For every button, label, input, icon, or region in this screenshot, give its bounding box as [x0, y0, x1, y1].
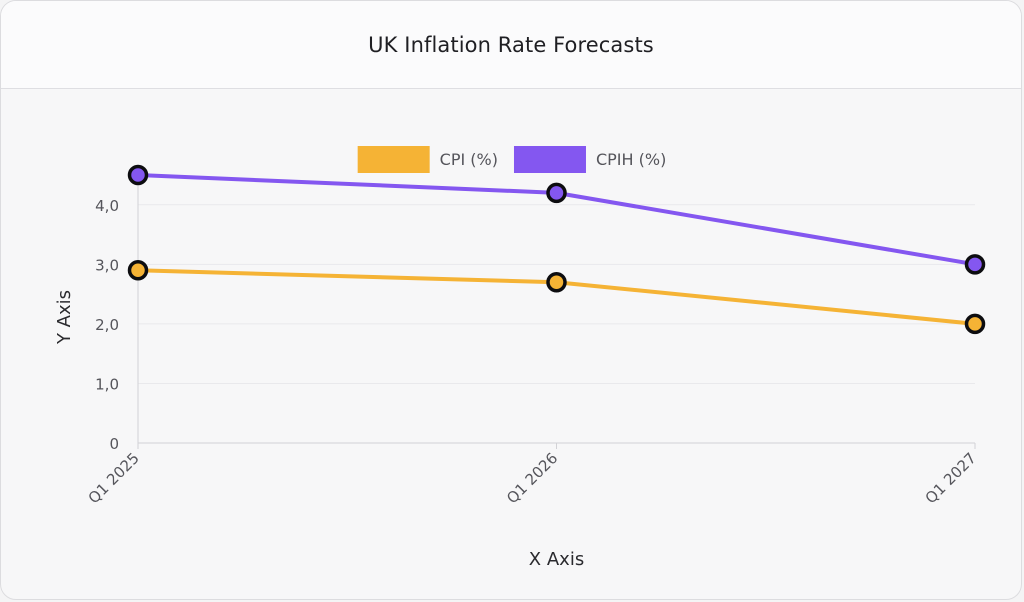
series — [127, 164, 986, 335]
data-point[interactable] — [127, 260, 149, 281]
y-tick-label: 2,0 — [95, 316, 119, 334]
line-chart: 0 1,0 2,0 3,0 4,0 Q1 2025 Q1 2026 Q1 2027 CPI (… — [54, 146, 986, 570]
axes: 0 1,0 2,0 3,0 4,0 Q1 2025 Q1 2026 Q1 2027 — [85, 171, 980, 507]
legend-label: CPI (%) — [440, 150, 498, 169]
x-tick-label: Q1 2025 — [85, 449, 143, 507]
chart-title: UK Inflation Rate Forecasts — [368, 32, 654, 57]
card-header: UK Inflation Rate Forecasts — [1, 1, 1021, 89]
y-tick-label: 4,0 — [95, 197, 119, 215]
x-tick-label: Q1 2026 — [503, 449, 561, 507]
data-point[interactable] — [964, 313, 986, 335]
chart-area: 0 1,0 2,0 3,0 4,0 Q1 2025 Q1 2026 Q1 2027 CPI (… — [1, 89, 1021, 599]
x-axis-title: X Axis — [529, 549, 584, 570]
x-tick-label: Q1 2027 — [922, 449, 980, 507]
data-point[interactable] — [127, 164, 149, 186]
y-tick-label: 3,0 — [95, 256, 119, 274]
y-axis-title: Y Axis — [54, 290, 75, 345]
legend[interactable]: CPI (%) CPIH (%) — [357, 146, 667, 173]
y-tick-label: 1,0 — [95, 375, 119, 393]
legend-swatch — [357, 146, 430, 173]
series-cpi — [127, 260, 986, 335]
legend-item[interactable]: CPIH (%) — [513, 146, 666, 173]
legend-label: CPIH (%) — [596, 150, 666, 169]
data-point[interactable] — [546, 271, 567, 293]
y-tick-label: 0 — [109, 435, 119, 453]
data-point[interactable] — [546, 182, 567, 204]
legend-swatch — [513, 146, 586, 173]
series-cpih — [127, 164, 986, 275]
data-point[interactable] — [964, 254, 986, 275]
grid-lines — [138, 204, 975, 444]
legend-item[interactable]: CPI (%) — [357, 146, 498, 173]
